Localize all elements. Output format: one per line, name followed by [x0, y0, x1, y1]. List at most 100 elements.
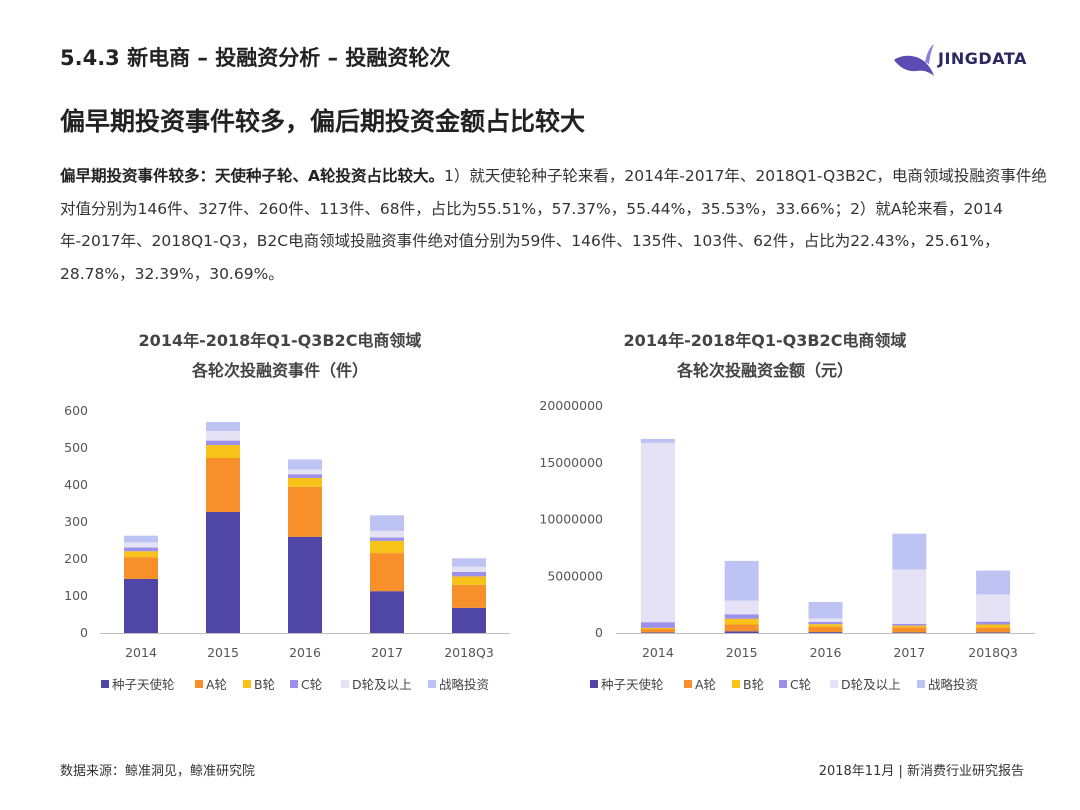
amounts-bar-segment: [640, 627, 675, 630]
amounts-bar-segment: [976, 594, 1011, 622]
amounts-bar-segment: [976, 632, 1011, 633]
amounts-bar-segment: [976, 570, 1011, 595]
events-bar-segment: [288, 459, 322, 470]
amounts-bar-segment: [808, 626, 843, 633]
events-bar-segment: [206, 445, 240, 458]
summary-body: 1）就天使轮种子轮来看，2014年-2017年、2018Q1-Q3B2C，电商领…: [60, 167, 1047, 283]
events-bar-segment: [370, 540, 404, 554]
amounts-ytick-label: 0: [595, 625, 603, 640]
events-bar-segment: [288, 474, 322, 478]
events-bar-segment: [124, 547, 158, 552]
events-legend-label: A轮: [206, 677, 227, 692]
events-bar-segment: [452, 566, 486, 572]
events-bar-segment: [124, 542, 158, 548]
chart2-title-line1: 2014年-2018年Q1-Q3B2C电商领域: [623, 331, 907, 350]
amounts-bar-segment: [808, 621, 843, 625]
chart1-title-line1: 2014年-2018年Q1-Q3B2C电商领域: [138, 331, 422, 350]
amounts-bar-segment: [640, 632, 675, 633]
amounts-category-label: 2015: [726, 645, 758, 660]
amounts-bar-segment: [724, 631, 759, 633]
amounts-bar-segment: [640, 442, 675, 623]
amounts-bar-segment: [808, 632, 843, 633]
events-ytick-label: 0: [80, 625, 88, 640]
brand-name: JINGDATA: [938, 49, 1027, 68]
summary-paragraph: 偏早期投资事件较多：天使种子轮、A轮投资占比较大。1）就天使轮种子轮来看，201…: [60, 160, 1050, 290]
amounts-bar-segment: [892, 625, 927, 628]
events-legend-swatch: [101, 680, 109, 688]
headline: 偏早期投资事件较多，偏后期投资金额占比较大: [60, 107, 586, 136]
events-bar-segment: [206, 422, 240, 431]
events-legend-swatch: [243, 680, 251, 688]
events-legend-swatch: [290, 680, 298, 688]
events-legend-swatch: [195, 680, 203, 688]
events-bar-segment: [124, 535, 158, 543]
amounts-bar-segment: [808, 602, 843, 619]
amounts-category-label: 2014: [642, 645, 674, 660]
events-bar-segment: [452, 571, 486, 577]
amounts-bar-segment: [976, 624, 1011, 628]
chart2-title: 2014年-2018年Q1-Q3B2C电商领域 各轮次投融资金额（元）: [530, 326, 1000, 386]
events-bar-segment: [288, 469, 322, 475]
events-bar-segment: [206, 457, 240, 513]
amounts-legend-label: 战略投资: [928, 677, 978, 692]
events-bar-segment: [206, 430, 240, 441]
amounts-category-label: 2018Q3: [968, 645, 1018, 660]
events-bar-segment: [288, 486, 322, 537]
events-category-label: 2017: [371, 645, 403, 660]
brand-logo: JINGDATA: [892, 40, 1042, 80]
events-category-label: 2014: [125, 645, 157, 660]
events-ytick-label: 100: [64, 588, 88, 603]
amounts-legend-swatch: [830, 680, 838, 688]
amounts-bar-segment: [724, 600, 759, 615]
amounts-bar-segment: [640, 438, 675, 443]
whale-icon: [894, 44, 934, 76]
events-bar-segment: [124, 557, 158, 579]
events-bar-segment: [370, 591, 404, 633]
events-bar-segment: [124, 551, 158, 558]
events-bar-segment: [452, 607, 486, 633]
events-bar-segment: [288, 477, 322, 487]
events-ytick-label: 200: [64, 551, 88, 566]
amounts-bar-segment: [892, 569, 927, 624]
amounts-legend-swatch: [917, 680, 925, 688]
events-category-label: 2015: [207, 645, 239, 660]
events-legend-label: 战略投资: [439, 677, 489, 692]
amounts-bar-segment: [808, 624, 843, 627]
amounts-ytick-label: 10000000: [539, 512, 603, 527]
amounts-bar-segment: [892, 627, 927, 633]
events-legend-swatch: [428, 680, 436, 688]
events-ytick-label: 400: [64, 477, 88, 492]
events-category-label: 2018Q3: [444, 645, 494, 660]
amounts-bar-segment: [976, 621, 1011, 625]
events-legend-swatch: [341, 680, 349, 688]
events-ytick-label: 300: [64, 514, 88, 529]
amounts-bar-segment: [892, 533, 927, 570]
events-legend-label: 种子天使轮: [112, 677, 175, 692]
amounts-bar-segment: [892, 632, 927, 633]
amounts-legend-label: A轮: [695, 677, 716, 692]
amounts-legend-swatch: [684, 680, 692, 688]
events-category-label: 2016: [289, 645, 321, 660]
events-bar-segment: [370, 515, 404, 531]
events-bar-segment: [370, 537, 404, 541]
chart2-title-line2: 各轮次投融资金额（元）: [676, 361, 853, 380]
amounts-bar-segment: [724, 624, 759, 632]
chart1-title-line2: 各轮次投融资事件（件）: [191, 361, 368, 380]
events-bar-segment: [206, 440, 240, 446]
events-legend-label: D轮及以上: [352, 677, 412, 692]
amounts-bar-segment: [640, 629, 675, 633]
amounts-legend-label: D轮及以上: [841, 677, 901, 692]
events-bar-segment: [206, 512, 240, 633]
events-bar-segment: [370, 530, 404, 538]
events-bar-segment: [370, 553, 404, 592]
amounts-category-label: 2017: [893, 645, 925, 660]
amounts-category-label: 2016: [810, 645, 842, 660]
amounts-legend-swatch: [779, 680, 787, 688]
events-bar-segment: [452, 558, 486, 567]
amounts-bar-segment: [808, 618, 843, 622]
events-legend-label: C轮: [301, 677, 322, 692]
amounts-bar-segment: [892, 623, 927, 626]
chart1-title: 2014年-2018年Q1-Q3B2C电商领域 各轮次投融资事件（件）: [60, 326, 500, 386]
summary-lead: 偏早期投资事件较多：天使种子轮、A轮投资占比较大。: [60, 167, 444, 185]
